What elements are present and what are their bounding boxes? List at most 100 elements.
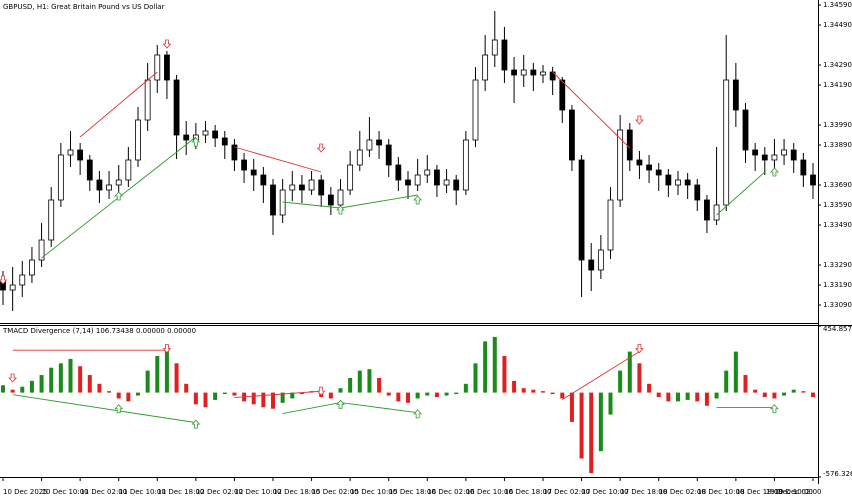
signal-arrow	[191, 137, 201, 147]
divergence-line	[12, 394, 196, 424]
histogram-bar	[58, 363, 63, 393]
histogram-bar	[367, 369, 372, 393]
histogram-bar	[49, 367, 54, 393]
histogram-bar	[531, 389, 536, 393]
y-tick-label: 1.33690	[823, 181, 852, 189]
candle-body	[173, 79, 180, 136]
x-tick-label: 17 Dec 10:00	[582, 488, 629, 496]
histogram-bar	[772, 392, 777, 399]
candle-body	[77, 149, 84, 161]
candle-body	[270, 184, 276, 216]
signal-arrow	[0, 275, 8, 285]
histogram-bar	[290, 392, 295, 399]
candle-body	[511, 69, 517, 76]
candle-body	[453, 179, 460, 191]
candle-body	[289, 184, 296, 191]
histogram-bar	[676, 392, 680, 402]
candle-body	[540, 71, 546, 76]
histogram-bar	[637, 363, 642, 393]
histogram-bar	[492, 336, 497, 393]
signal-arrow	[316, 386, 326, 396]
candle-body	[19, 274, 26, 286]
signal-arrow	[336, 205, 345, 215]
divergence-line	[79, 71, 158, 138]
signal-arrow	[635, 344, 644, 354]
candle-body	[38, 239, 45, 261]
histogram-bar	[463, 383, 468, 393]
candle-body	[626, 129, 633, 161]
candle-body	[414, 174, 421, 186]
histogram-bar	[483, 341, 488, 393]
x-tick-label: 10 Dec 2025	[3, 488, 48, 496]
histogram-bar	[299, 392, 304, 395]
candle-body	[376, 139, 382, 146]
histogram-bar	[203, 392, 208, 408]
x-tick-label: 15 Dec 02:00	[312, 488, 359, 496]
candle-body	[713, 204, 720, 221]
candle-body	[327, 194, 334, 206]
candle-body	[125, 159, 132, 181]
candle-body	[742, 109, 749, 151]
x-tick-label: 18 Dec 10:00	[697, 488, 744, 496]
x-tick-label: 16 Dec 18:00	[504, 488, 551, 496]
x-tick-label: 17 Dec 02:00	[543, 488, 590, 496]
candle-body	[48, 199, 55, 241]
x-tick-label: 17 Dec 18:00	[620, 488, 667, 496]
histogram-bar	[598, 392, 603, 452]
signal-arrow	[635, 115, 644, 125]
candle-body	[260, 174, 267, 186]
histogram-bar	[743, 375, 748, 393]
histogram-bar	[454, 392, 459, 395]
x-tick-label: 11 Dec 10:00	[119, 488, 166, 496]
y-tick-label: 1.33190	[823, 281, 852, 289]
histogram-bar	[232, 392, 237, 396]
candle-body	[810, 174, 816, 186]
candle-body	[154, 54, 161, 81]
divergence-line	[552, 71, 631, 149]
candle-body	[202, 130, 209, 136]
x-tick-label: 15 Dec 10:00	[350, 488, 397, 496]
candle-body	[665, 174, 672, 186]
divergence-line	[234, 146, 322, 173]
divergence-line	[716, 171, 766, 216]
y-tick-label: 1.33890	[823, 141, 852, 149]
histogram-bar	[126, 392, 131, 402]
candle-body	[462, 139, 469, 191]
histogram-bar	[733, 351, 738, 393]
histogram-bar	[328, 392, 333, 399]
candle-body	[501, 39, 508, 71]
histogram-bar	[695, 392, 700, 402]
histogram-bar	[704, 392, 709, 406]
histogram-bar	[415, 392, 420, 399]
candle-body	[221, 137, 228, 146]
y-tick-label: 1.33290	[823, 261, 852, 269]
candle-body	[588, 259, 595, 271]
signal-arrow	[162, 39, 172, 49]
histogram-bar	[377, 377, 382, 393]
x-tick-label: 18 Dec 02:00	[659, 488, 706, 496]
candle-body	[308, 179, 315, 191]
candle-body	[781, 149, 787, 156]
x-tick-label: 11 Dec 02:00	[80, 488, 127, 496]
histogram-bar	[261, 392, 266, 408]
candle-body	[57, 154, 64, 201]
candle-body	[520, 69, 527, 76]
histogram-bar	[136, 392, 140, 396]
indicator-title: TMACD Divergence (7,14) 106.73438 0.0000…	[2, 327, 196, 335]
candle-body	[675, 179, 681, 186]
x-tick-label: 12 Dec 10:00	[234, 488, 281, 496]
signal-arrow	[770, 404, 779, 414]
candle-body	[655, 169, 662, 176]
candle-body	[86, 159, 93, 181]
candle-body	[752, 149, 759, 156]
y-tick-label: 454.85797	[823, 325, 852, 333]
candle-body	[144, 79, 151, 121]
y-tick-label: 1.33090	[823, 301, 852, 309]
candle-body	[482, 54, 489, 81]
histogram-bar	[753, 389, 758, 393]
signal-arrow	[114, 191, 124, 201]
signal-arrow	[770, 167, 779, 177]
signal-arrow	[413, 409, 423, 419]
histogram-bar	[685, 392, 690, 400]
candle-body	[617, 129, 624, 201]
